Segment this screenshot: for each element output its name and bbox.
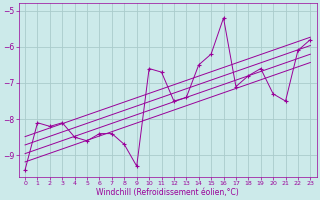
X-axis label: Windchill (Refroidissement éolien,°C): Windchill (Refroidissement éolien,°C): [96, 188, 239, 197]
